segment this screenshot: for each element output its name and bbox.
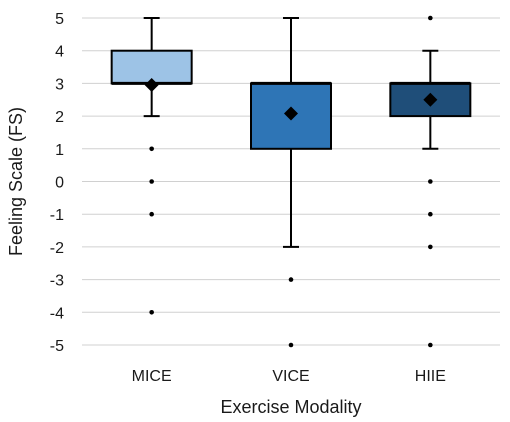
y-tick-label: 4 — [55, 44, 64, 61]
y-tick-label: 3 — [55, 76, 64, 93]
boxes — [110, 15, 472, 348]
outlier-point — [428, 211, 433, 217]
x-tick-label: MICE — [132, 368, 172, 385]
mean-marker — [284, 106, 298, 121]
outlier-point — [428, 179, 433, 184]
mean-marker — [144, 78, 159, 93]
y-axis-ticks: 5 4 3 2 1 0 -1 -2 -3 -4 -5 — [50, 11, 64, 355]
x-tick-label: HIIE — [415, 368, 446, 385]
mean-marker — [423, 92, 438, 107]
outlier-point — [428, 342, 433, 348]
box-vice — [250, 17, 332, 348]
outlier-point — [149, 310, 154, 315]
y-tick-label: -2 — [50, 240, 64, 257]
outlier-point — [288, 342, 294, 348]
y-tick-label: -5 — [50, 338, 64, 355]
y-tick-label: 0 — [55, 175, 64, 192]
x-axis-title: Exercise Modality — [220, 397, 361, 417]
y-tick-label: 5 — [55, 11, 64, 28]
y-tick-label: 1 — [55, 142, 64, 159]
outlier-point — [149, 146, 154, 152]
x-axis-ticks: MICE VICE HIIE — [132, 368, 446, 385]
outlier-point — [288, 277, 294, 282]
x-tick-label: VICE — [272, 368, 309, 385]
y-tick-label: 2 — [55, 109, 64, 126]
y-tick-label: -3 — [50, 273, 64, 290]
y-axis-title: Feeling Scale (FS) — [6, 107, 26, 256]
y-tick-label: -1 — [50, 207, 64, 224]
outlier-point — [149, 179, 154, 184]
box-mice — [110, 17, 193, 315]
outlier-point — [428, 244, 433, 250]
outlier-point — [149, 211, 154, 217]
box-iqr — [110, 49, 193, 85]
y-tick-label: -4 — [50, 305, 64, 322]
box-hiie — [389, 15, 472, 348]
outlier-point — [428, 15, 433, 21]
